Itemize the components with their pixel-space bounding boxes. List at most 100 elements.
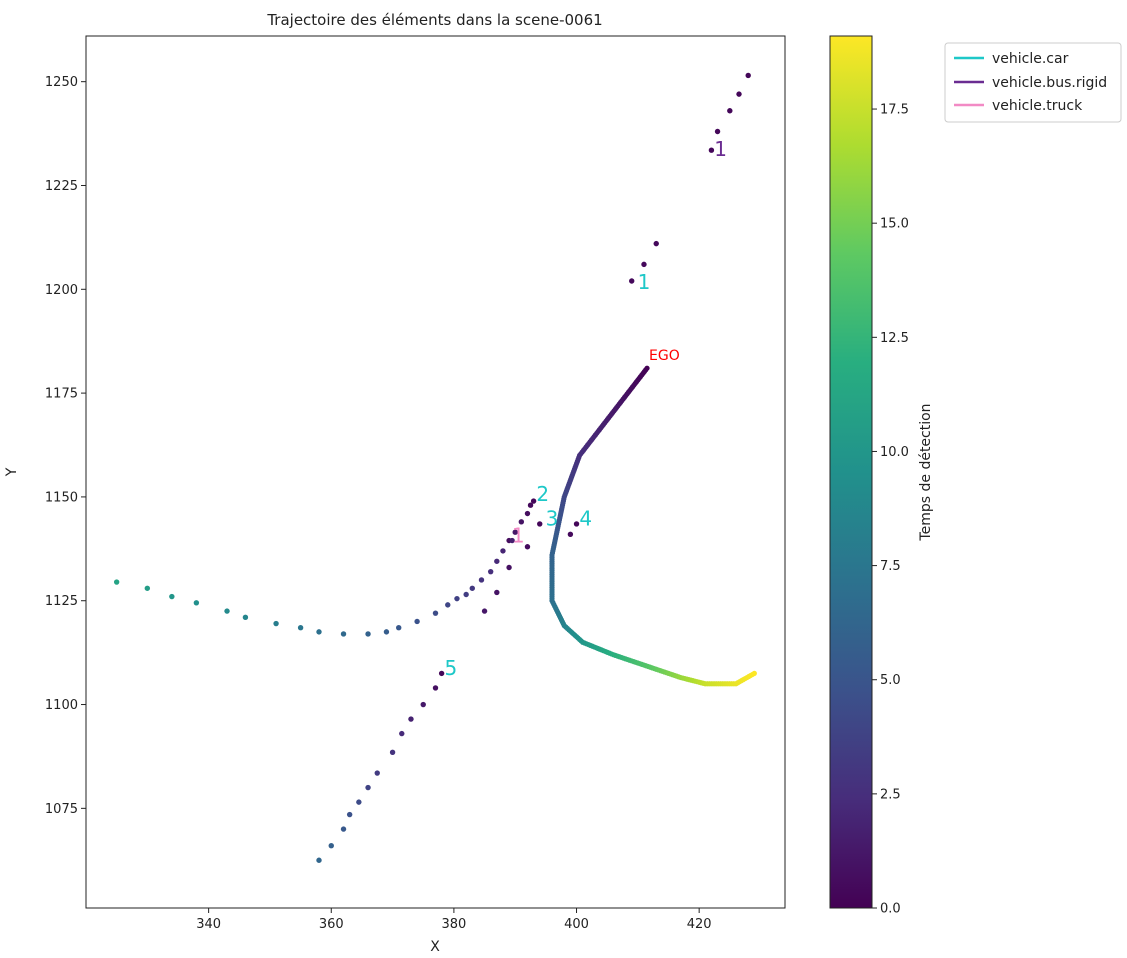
y-axis: 1075 1100 1125 1150 1175 1200 1225 1250 [45,75,86,817]
track-point [346,811,353,818]
track-point [518,519,525,525]
track-point [408,716,414,722]
track-id-label: 1 [714,137,727,161]
y-tick-label: 1100 [45,698,78,713]
track-point [745,72,751,79]
track-point [736,91,742,97]
track-point [445,602,451,608]
legend-frame [944,42,1122,123]
y-axis-label: Y [4,467,20,477]
track-point [365,784,371,791]
track-point [494,589,500,596]
colorbar-tick-label: 15.0 [880,217,909,232]
track-point [494,558,500,564]
track-point [653,240,659,247]
y-tick-label: 1200 [45,283,78,298]
track-point [487,568,494,575]
y-tick-label: 1075 [45,802,78,817]
colorbar-tick-label: 2.5 [880,787,901,802]
track-point [629,278,635,284]
track-point [242,614,249,621]
x-tick-label: 340 [196,917,221,932]
plot-frame [85,35,786,909]
chart-title: Trajectoire des éléments dans la scene-0… [266,11,602,29]
track-point [438,670,445,677]
track-point [469,585,475,591]
ego-label: EGO [649,348,680,364]
colorbar-label: Temps de détection [918,403,934,541]
track-point [530,498,537,504]
track-point [356,799,362,805]
track-point [567,531,574,537]
track-point [641,261,647,268]
track-point [478,577,485,583]
track-point [383,629,390,635]
track-point [396,625,402,631]
track-point [573,521,580,527]
x-axis: 340 360 380 400 420 [196,908,712,932]
legend: vehicle.car vehicle.bus.rigid vehicle.tr… [944,42,1122,123]
x-tick-label: 420 [687,917,712,932]
colorbar-tick-label: 10.0 [880,445,909,460]
x-axis-label: X [430,939,440,955]
colorbar-tick-label: 5.0 [880,673,901,688]
track-point [714,128,721,135]
track-point [537,521,543,527]
data-marks [113,72,757,863]
track-point [273,620,279,627]
legend-label-bus-rigid: vehicle.bus.rigid [992,75,1107,91]
track-point [727,108,733,114]
track-point [316,629,322,635]
track-id-label: 3 [546,507,559,531]
track-point [524,510,531,517]
track-point [193,600,200,606]
colorbar-tick-label: 7.5 [880,559,901,574]
track-point [481,608,488,614]
colorbar-tick-label: 0.0 [880,902,901,917]
plot-area: 340 360 380 400 420 107511001125115011751200… [45,35,786,932]
track-point [432,610,439,616]
track-point [512,529,518,535]
colorbar-ticks: 0.0 2.5 5.0 7.5 10.0 12.5 15.0 17.5 [872,103,909,917]
track-point [316,857,322,863]
track-id-label: 4 [579,507,592,531]
y-tick-label: 1225 [45,179,78,194]
legend-label-car: vehicle.car [992,51,1069,67]
track-point [340,631,347,637]
track-id-label: 5 [444,656,457,680]
ego-point [751,670,757,676]
colorbar-tick-label: 17.5 [880,103,909,118]
legend-label-truck: vehicle.truck [992,98,1083,114]
track-id-label: 1 [638,270,651,294]
y-tick-label: 1250 [45,75,78,90]
track-point [708,147,715,153]
x-tick-label: 380 [441,917,466,932]
colorbar-gradient [829,35,873,909]
x-tick-label: 360 [319,917,344,932]
y-tick-label: 1150 [45,490,78,505]
track-point [509,537,515,544]
track-point [454,595,460,602]
track-point [389,749,396,755]
track-point [527,502,534,508]
track-point [463,591,469,598]
track-point [297,625,304,631]
y-tick-label: 1175 [45,387,78,402]
track-point [524,544,531,550]
track-point [399,730,405,737]
track-point [500,548,506,554]
track-point [506,564,512,571]
y-tick-label: 1125 [45,594,78,609]
colorbar: 0.0 2.5 5.0 7.5 10.0 12.5 15.0 17.5 Temps de dé… [829,35,934,917]
track-point [169,593,175,600]
x-tick-label: 400 [564,917,589,932]
track-point [420,701,426,708]
track-point [365,631,371,637]
track-id-label: 1 [512,523,525,547]
track-point [374,770,380,776]
track-id-label: 2 [536,482,549,506]
track-point [224,608,230,614]
track-point [414,618,420,625]
